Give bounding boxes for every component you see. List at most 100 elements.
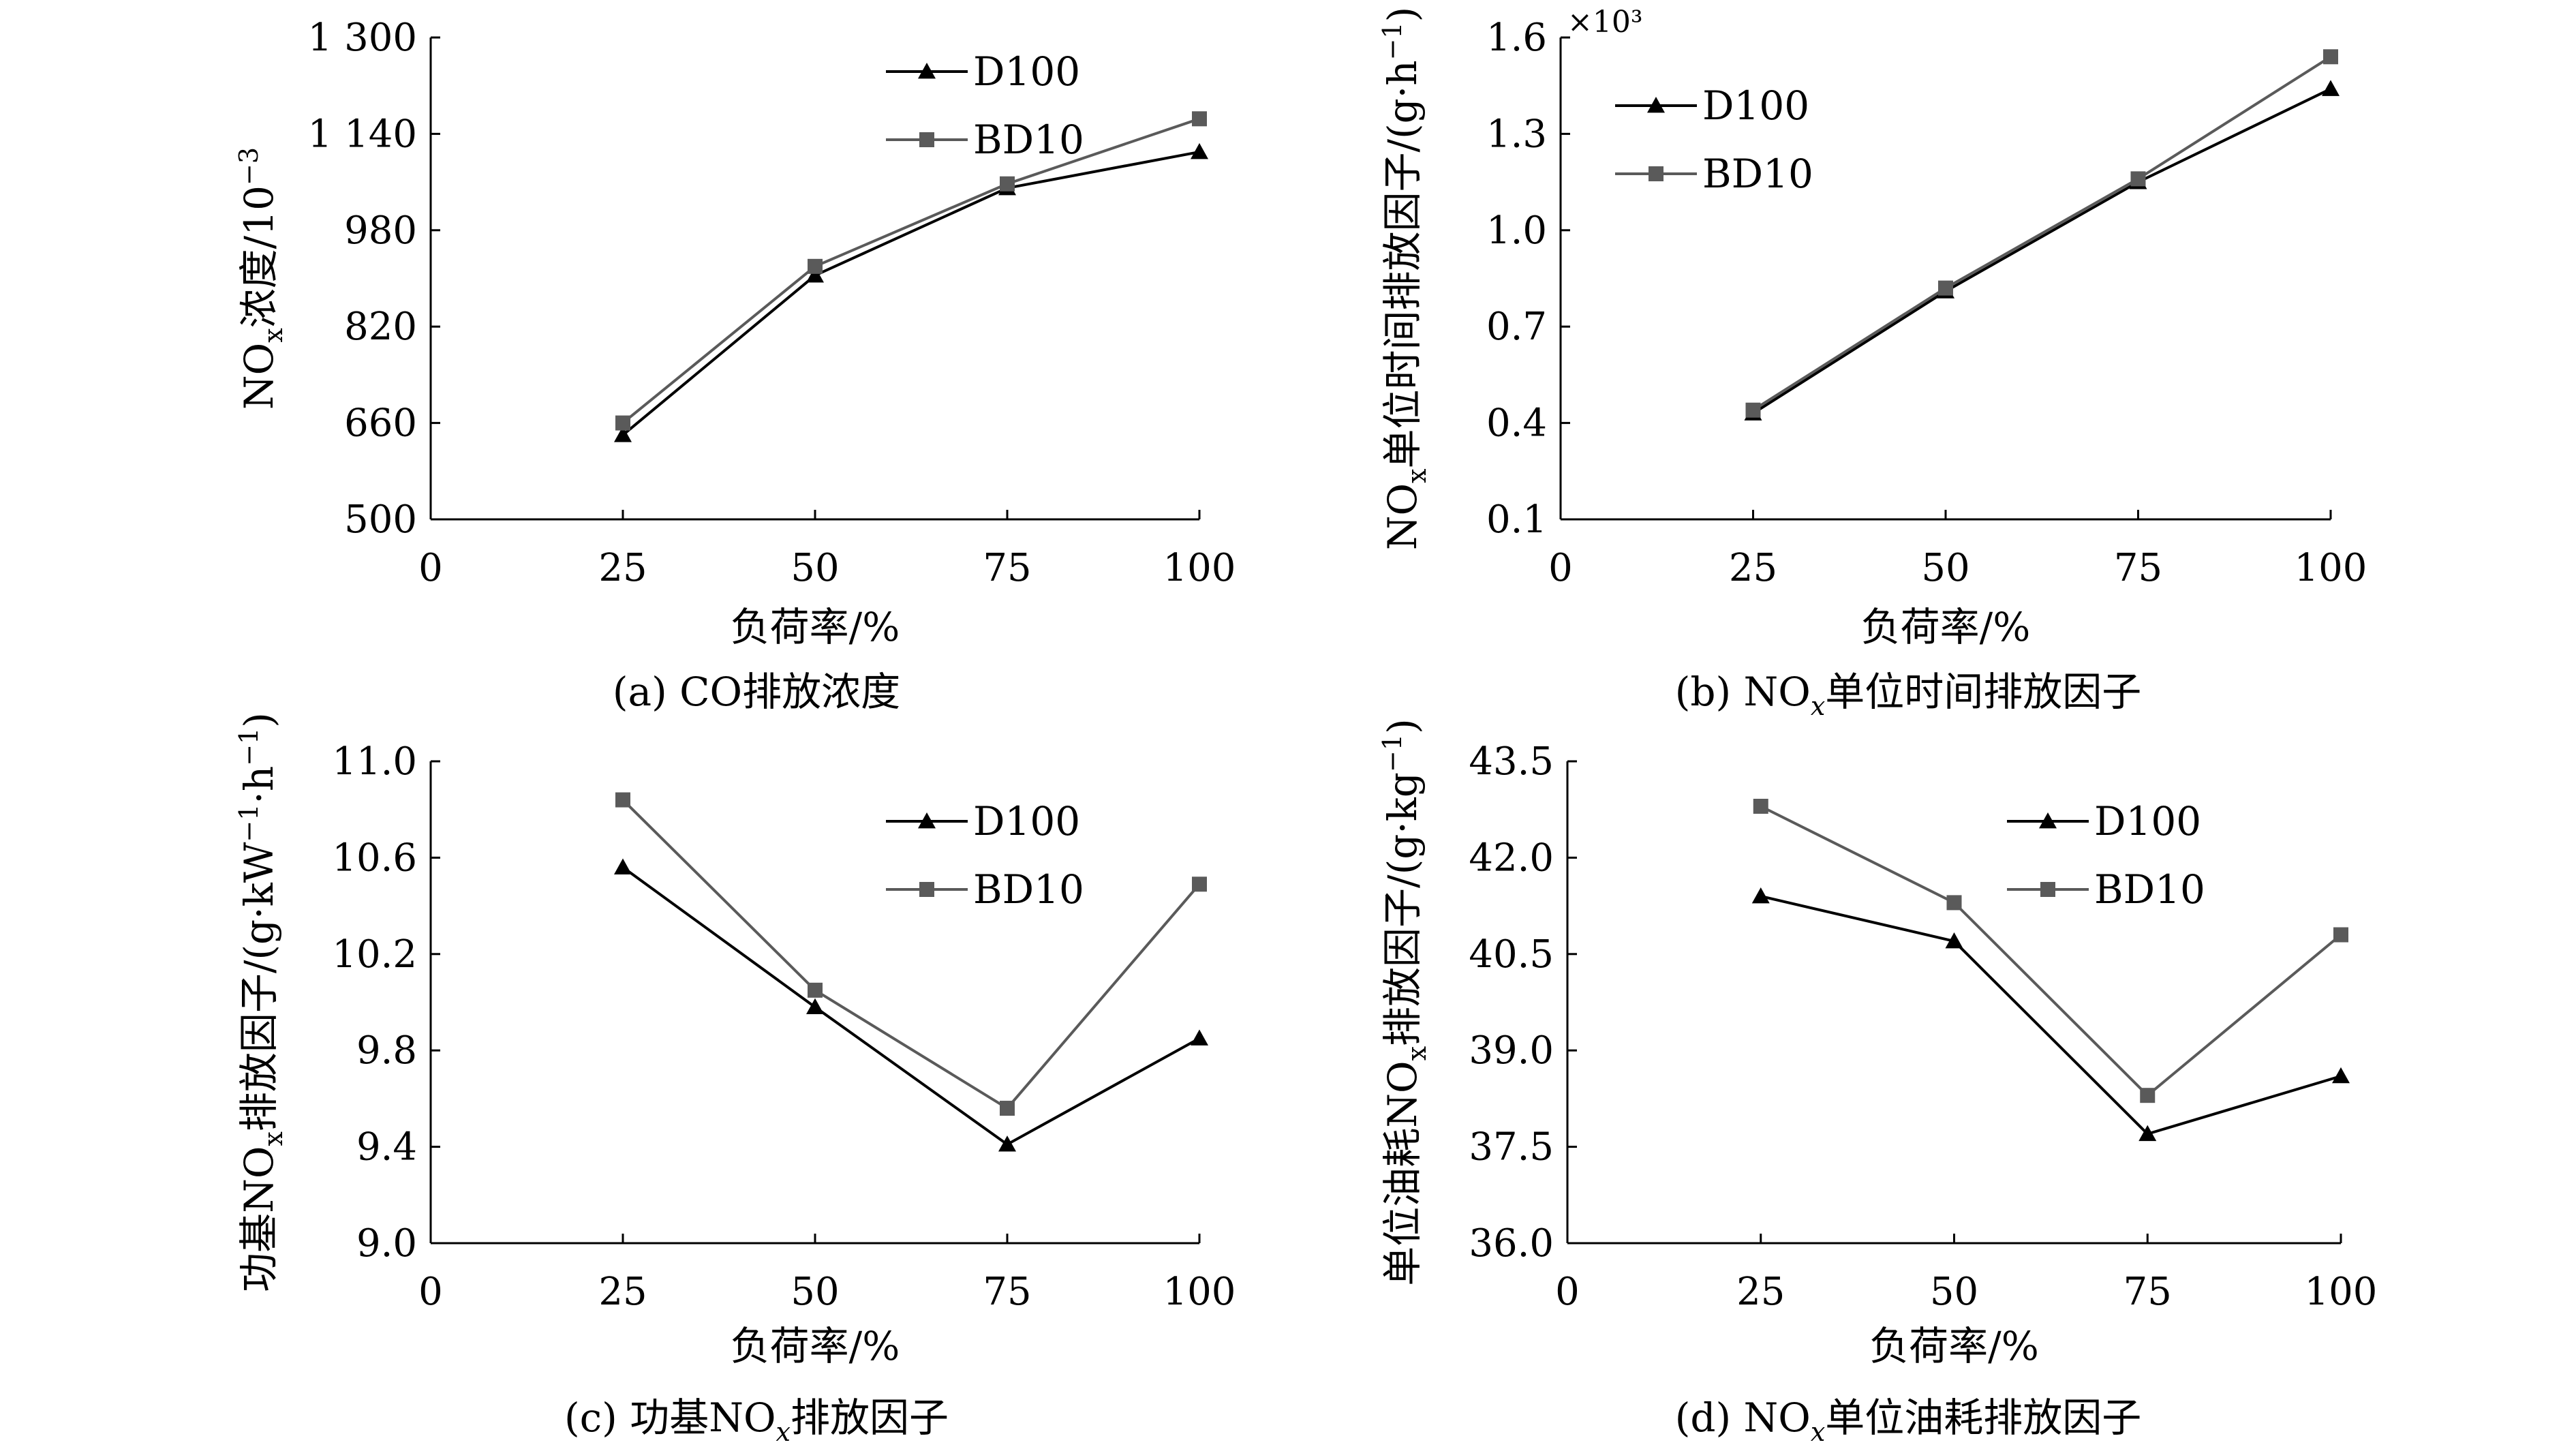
legend-marker bbox=[918, 812, 936, 829]
series-line-bd10 bbox=[1760, 805, 2342, 1097]
data-point-bd10 bbox=[1753, 798, 1768, 814]
y-tick-label: 820 bbox=[344, 305, 417, 349]
data-point-bd10 bbox=[808, 258, 823, 274]
y-label-sup: −3 bbox=[234, 147, 264, 185]
x-tick-label: 0 bbox=[1555, 1270, 1580, 1314]
data-point-bd10 bbox=[2140, 1088, 2156, 1103]
data-point-bd10 bbox=[1192, 876, 1207, 892]
x-tick-label: 25 bbox=[598, 1270, 647, 1314]
y-tick-label: 1 140 bbox=[308, 112, 417, 156]
x-tick-label: 50 bbox=[1930, 1270, 1978, 1314]
y-tick-label: 980 bbox=[344, 209, 417, 253]
legend-marker bbox=[1647, 97, 1665, 113]
caption-sub: x bbox=[1811, 1417, 1825, 1447]
x-axis-label: 负荷率/% bbox=[1869, 1323, 2039, 1369]
series-line-d100 bbox=[1752, 87, 2331, 415]
data-point-bd10 bbox=[1938, 280, 1953, 296]
legend-label-bd10: BD10 bbox=[973, 117, 1084, 163]
series-line-d100 bbox=[622, 150, 1200, 436]
y-label-part: NO bbox=[1379, 483, 1426, 550]
y-tick-label: 500 bbox=[344, 498, 417, 542]
y-multiplier: ×10³ bbox=[1567, 5, 1643, 40]
y-label-sub: x bbox=[1402, 1046, 1432, 1061]
y-axis-label: NOx浓度/10−3 bbox=[234, 147, 288, 410]
data-point-d100 bbox=[2332, 1067, 2350, 1084]
series-line-d100 bbox=[1760, 895, 2342, 1136]
y-tick-label: 42.0 bbox=[1469, 836, 1554, 880]
x-tick-label: 0 bbox=[1548, 546, 1573, 590]
y-tick-label: 1.0 bbox=[1486, 209, 1547, 253]
y-tick-label: 0.4 bbox=[1486, 401, 1547, 446]
x-tick-label: 0 bbox=[418, 1270, 443, 1314]
caption-part: (d) NO bbox=[1675, 1394, 1811, 1441]
legend-marker bbox=[1649, 166, 1663, 181]
data-point-d100 bbox=[1191, 142, 1208, 159]
caption-part: 排放因子 bbox=[791, 1394, 949, 1441]
y-tick-label: 9.0 bbox=[356, 1221, 417, 1266]
y-axis-label: 功基NOx排放因子/(g·kW−1·h−1) bbox=[234, 712, 288, 1292]
chart-caption: (d) NOx单位油耗排放因子 bbox=[1675, 1394, 2142, 1447]
y-label-part: 单位油耗NO bbox=[1379, 1061, 1426, 1285]
x-tick-label: 75 bbox=[983, 546, 1031, 590]
legend-marker bbox=[918, 63, 936, 79]
y-tick-label: 37.5 bbox=[1469, 1125, 1554, 1170]
y-label-sup: −1 bbox=[1377, 22, 1407, 60]
x-axis-label: 负荷率/% bbox=[731, 604, 900, 650]
x-tick-label: 100 bbox=[1163, 546, 1236, 590]
y-label-part: 单位时间排放因子/(g·h bbox=[1379, 60, 1426, 468]
data-point-bd10 bbox=[808, 982, 823, 998]
series-line-bd10 bbox=[1752, 55, 2332, 412]
legend: D100 BD10 bbox=[1615, 82, 1813, 197]
y-label-sup: −1 bbox=[234, 728, 264, 766]
y-label-sub: x bbox=[258, 1131, 288, 1146]
y-label-part: 浓度/10 bbox=[236, 185, 282, 328]
series-line-d100 bbox=[622, 866, 1200, 1146]
data-point-bd10 bbox=[615, 415, 630, 431]
data-point-bd10 bbox=[615, 792, 630, 808]
y-tick-label: 9.8 bbox=[356, 1028, 417, 1073]
legend-marker bbox=[2040, 882, 2055, 897]
chart-panel-a: 500 660 820 980 1 140 1 300 0 25 50 75 100 负荷率/% NOx… bbox=[234, 16, 1236, 715]
x-tick-label: 100 bbox=[1163, 1270, 1236, 1314]
y-tick-label: 10.6 bbox=[332, 836, 417, 880]
x-tick-label: 25 bbox=[598, 546, 647, 590]
y-label-part: ) bbox=[236, 712, 282, 728]
y-tick-label: 1.6 bbox=[1486, 16, 1547, 60]
y-tick-label: 660 bbox=[344, 401, 417, 446]
data-point-bd10 bbox=[2333, 927, 2348, 943]
data-point-d100 bbox=[806, 266, 824, 283]
y-tick-label: 11.0 bbox=[332, 739, 417, 784]
x-tick-label: 75 bbox=[2123, 1270, 2172, 1314]
data-point-bd10 bbox=[1000, 1101, 1015, 1116]
y-tick-label: 1 300 bbox=[308, 16, 417, 60]
x-tick-label: 25 bbox=[1729, 546, 1777, 590]
data-point-bd10 bbox=[1745, 402, 1761, 418]
data-point-d100 bbox=[806, 998, 824, 1014]
y-axis-label: 单位油耗NOx排放因子/(g·kg−1) bbox=[1377, 718, 1432, 1285]
legend-label-d100: D100 bbox=[2094, 798, 2201, 844]
x-tick-label: 75 bbox=[983, 1270, 1031, 1314]
caption-part: 单位时间排放因子 bbox=[1825, 669, 2141, 715]
y-label-sup: −1 bbox=[1377, 734, 1407, 772]
data-point-d100 bbox=[998, 1135, 1016, 1152]
chart-caption: (a) CO排放浓度 bbox=[613, 669, 900, 715]
y-tick-label: 43.5 bbox=[1469, 739, 1554, 784]
x-axis-label: 负荷率/% bbox=[731, 1323, 900, 1369]
x-tick-label: 100 bbox=[2295, 546, 2367, 590]
chart-panel-b: 0.10.40.71.01.31.60 25 50 75 100×10³负荷率/%NOx… bbox=[1377, 5, 2367, 721]
x-tick-label: 50 bbox=[791, 546, 839, 590]
y-label-sub: x bbox=[1402, 469, 1432, 483]
data-point-d100 bbox=[1945, 932, 1963, 949]
x-tick-label: 50 bbox=[1921, 546, 1969, 590]
data-point-d100 bbox=[2322, 80, 2340, 96]
data-point-d100 bbox=[614, 426, 632, 442]
series-line-bd10 bbox=[622, 117, 1200, 425]
y-tick-label: 40.5 bbox=[1469, 932, 1554, 977]
chart-panel-d: 36.0 37.5 39.0 40.5 42.0 43.5 0 25 50 75 100 负荷率/% 单… bbox=[1377, 718, 2377, 1447]
legend-label-d100: D100 bbox=[1702, 82, 1809, 129]
data-point-bd10 bbox=[1192, 111, 1207, 127]
y-label-part: ) bbox=[1379, 7, 1426, 22]
y-label-sub: x bbox=[258, 328, 288, 342]
data-point-d100 bbox=[1191, 1029, 1208, 1046]
